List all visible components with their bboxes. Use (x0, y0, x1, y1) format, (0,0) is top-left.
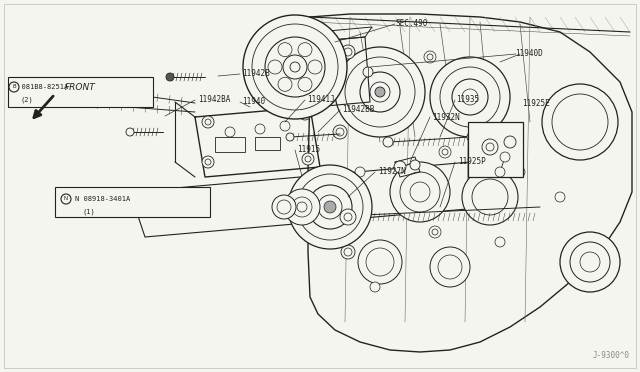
Circle shape (280, 121, 290, 131)
Text: 11935: 11935 (456, 96, 479, 105)
Circle shape (467, 132, 477, 142)
Circle shape (278, 43, 292, 57)
Circle shape (500, 152, 510, 162)
Circle shape (255, 124, 265, 134)
Circle shape (268, 60, 282, 74)
Bar (55, 187, 210, 217)
Circle shape (515, 167, 525, 177)
Text: 11942BB: 11942BB (342, 106, 374, 115)
Circle shape (555, 192, 565, 202)
Circle shape (298, 43, 312, 57)
Text: FRONT: FRONT (65, 83, 96, 92)
Text: B 081B8-8251A: B 081B8-8251A (13, 84, 68, 90)
Circle shape (560, 232, 620, 292)
Circle shape (202, 156, 214, 168)
Circle shape (331, 190, 345, 204)
Circle shape (225, 127, 235, 137)
Circle shape (355, 167, 365, 177)
Bar (215, 137, 245, 152)
Bar (468, 122, 523, 177)
Circle shape (126, 128, 134, 136)
Text: 11925P: 11925P (458, 157, 486, 167)
Circle shape (340, 209, 356, 225)
Circle shape (370, 282, 380, 292)
Circle shape (202, 116, 214, 128)
Circle shape (360, 212, 370, 222)
Circle shape (166, 73, 174, 81)
Text: 11927N: 11927N (378, 167, 406, 176)
Text: 11932N: 11932N (432, 112, 460, 122)
Circle shape (290, 62, 300, 72)
Circle shape (56, 80, 64, 88)
Circle shape (298, 77, 312, 91)
Text: 11915: 11915 (297, 145, 320, 154)
Circle shape (341, 45, 355, 59)
Circle shape (324, 201, 336, 213)
Circle shape (308, 60, 322, 74)
Circle shape (542, 84, 618, 160)
Circle shape (299, 108, 311, 120)
Circle shape (495, 167, 505, 177)
Circle shape (410, 160, 420, 170)
Circle shape (335, 47, 425, 137)
Circle shape (56, 98, 64, 106)
Text: 11942B: 11942B (242, 70, 269, 78)
Circle shape (286, 133, 294, 141)
Circle shape (243, 15, 347, 119)
Text: 11925E: 11925E (522, 99, 550, 109)
Circle shape (9, 82, 19, 92)
Bar (8, 77, 153, 107)
Circle shape (302, 153, 314, 165)
Circle shape (430, 247, 470, 287)
Circle shape (429, 226, 441, 238)
Circle shape (363, 67, 373, 77)
Circle shape (390, 162, 450, 222)
Text: (1): (1) (82, 209, 95, 215)
Circle shape (316, 213, 324, 221)
Circle shape (495, 237, 505, 247)
Circle shape (358, 240, 402, 284)
Circle shape (394, 161, 406, 173)
Text: N 08918-3401A: N 08918-3401A (75, 196, 131, 202)
Text: 11940: 11940 (242, 97, 265, 106)
Circle shape (278, 77, 292, 91)
Circle shape (341, 245, 355, 259)
Circle shape (439, 146, 451, 158)
Text: 11941J: 11941J (307, 96, 335, 105)
Circle shape (375, 87, 385, 97)
Circle shape (504, 136, 516, 148)
Circle shape (288, 165, 372, 249)
Bar (255, 137, 280, 150)
Circle shape (284, 189, 320, 225)
Circle shape (272, 195, 296, 219)
Circle shape (383, 137, 393, 147)
Circle shape (482, 139, 498, 155)
Text: J-9300^0: J-9300^0 (593, 351, 630, 360)
Text: 11942BA: 11942BA (198, 96, 230, 105)
Text: (2): (2) (20, 97, 33, 103)
Text: SEC.490: SEC.490 (395, 19, 428, 29)
Text: B: B (12, 84, 16, 90)
Circle shape (462, 169, 518, 225)
Text: N: N (64, 196, 68, 202)
Circle shape (61, 194, 71, 204)
Circle shape (430, 57, 510, 137)
Circle shape (424, 51, 436, 63)
Text: 11940D: 11940D (515, 49, 543, 58)
Circle shape (333, 125, 347, 139)
